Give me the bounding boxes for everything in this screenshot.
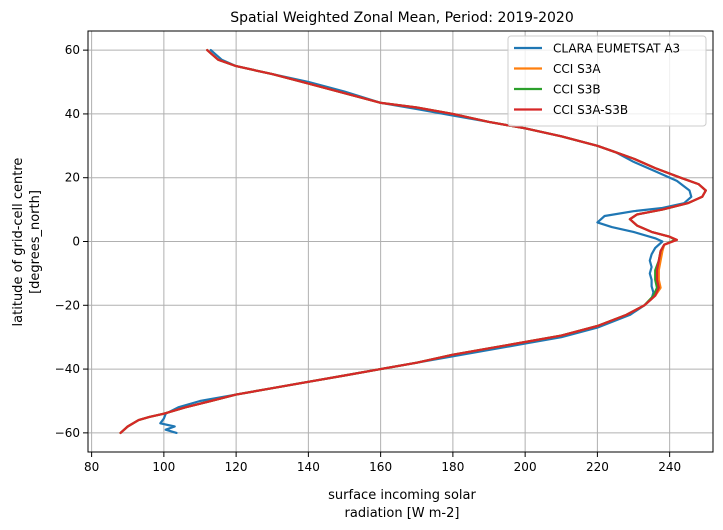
- y-tick-label--20: −20: [55, 298, 80, 312]
- y-tick-label-20: 20: [65, 171, 80, 185]
- x-tick-label-240: 240: [658, 460, 681, 474]
- y-tick-label-40: 40: [65, 107, 80, 121]
- y-axis-title: latitude of grid-cell centre [degrees_no…: [11, 158, 43, 327]
- x-tick-label-160: 160: [369, 460, 392, 474]
- y-tick-label--60: −60: [55, 426, 80, 440]
- axis-ticks: 80 100 120 140 160 180 200 220 240 −60 −40 −20 0 20 40…: [55, 43, 681, 474]
- series-line-cci-s3a-s3b: [119, 49, 707, 434]
- x-tick-label-80: 80: [84, 460, 99, 474]
- legend: CLARA EUMETSAT A3 CCI S3A CCI S3B CCI S3A-S…: [507, 35, 707, 127]
- legend-label-cci-s3a-s3b: CCI S3A-S3B: [553, 103, 628, 117]
- x-tick-label-180: 180: [441, 460, 464, 474]
- y-tick-label-60: 60: [65, 43, 80, 57]
- legend-label-cci-s3a: CCI S3A: [553, 62, 601, 76]
- x-tick-label-140: 140: [297, 460, 320, 474]
- legend-label-cci-s3b: CCI S3B: [553, 83, 601, 97]
- x-axis-title-line-2: radiation [W m-2]: [345, 506, 460, 521]
- y-axis-title-line-2: [degrees_north]: [28, 190, 43, 294]
- y-tick-label-0: 0: [72, 235, 80, 249]
- chart-title: Spatial Weighted Zonal Mean, Period: 201…: [230, 10, 574, 26]
- legend-label-clara-eumetsat-a3: CLARA EUMETSAT A3: [553, 42, 680, 56]
- x-axis-title-line-1: surface incoming solar: [328, 488, 476, 503]
- y-axis-title-line-1: latitude of grid-cell centre: [11, 158, 26, 327]
- x-tick-label-120: 120: [225, 460, 248, 474]
- x-tick-label-220: 220: [586, 460, 609, 474]
- plot-lines: [119, 49, 707, 434]
- y-tick-label--40: −40: [55, 362, 80, 376]
- legend-frame: [507, 35, 707, 127]
- x-tick-label-200: 200: [514, 460, 537, 474]
- x-tick-label-100: 100: [152, 460, 175, 474]
